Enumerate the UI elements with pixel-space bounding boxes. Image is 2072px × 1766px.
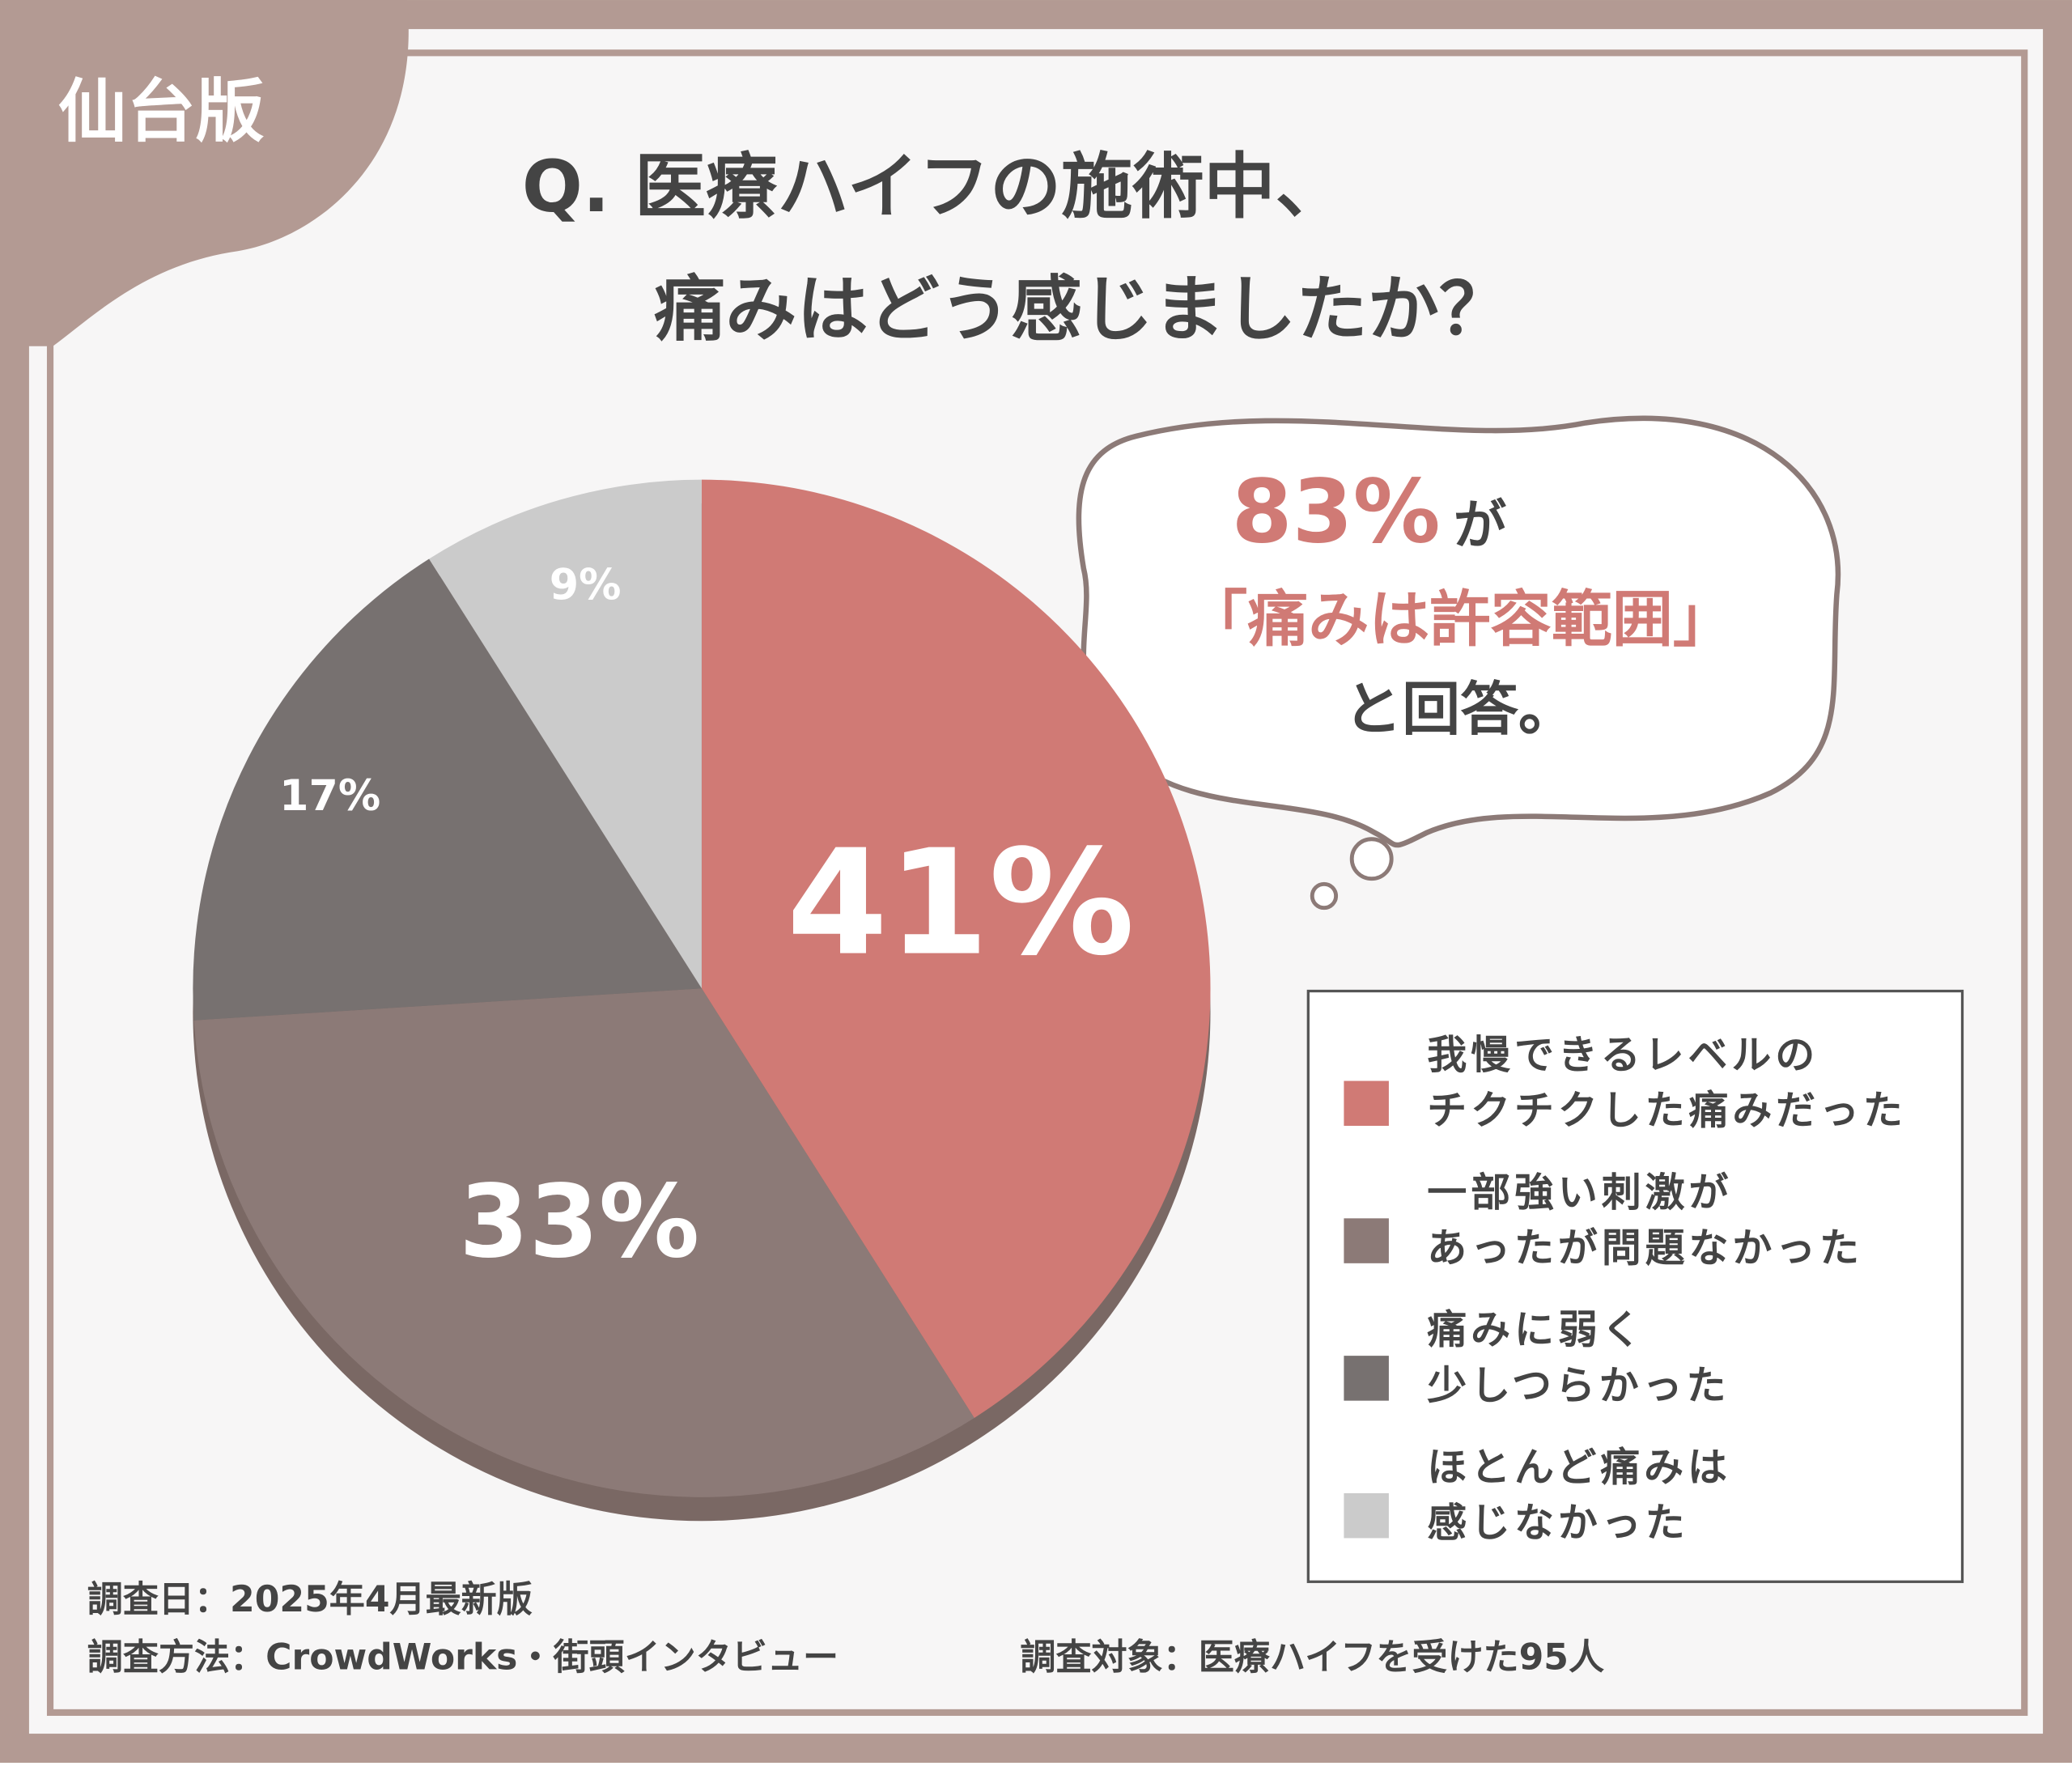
title-line: 痛みはどう感じましたか？ <box>654 268 1510 351</box>
badge-shape <box>0 0 409 346</box>
callout-tail: と回答。 <box>1344 675 1576 743</box>
footer-date: 調査日：2025年4月最新版 <box>87 1579 533 1620</box>
slice-label: 41% <box>787 819 1135 988</box>
callout-highlight: 83% <box>1232 461 1441 562</box>
legend-line: あったが問題なかった <box>1427 1225 1863 1271</box>
legend-line: 一部強い刺激が <box>1427 1169 1732 1215</box>
pie-slice <box>429 479 702 989</box>
pie-slice <box>193 558 702 1021</box>
slice-label: 33% <box>459 1164 699 1280</box>
legend: 我慢できるレベルのチクチクした痛みだった一部強い刺激があったが問題なかった痛みに… <box>1344 1032 1907 1546</box>
callout-quote: 「痛みは許容範囲」 <box>1187 584 1734 655</box>
badge-text: 仙台版 <box>58 72 265 152</box>
slice-label: 9% <box>550 561 622 609</box>
legend-line: ほとんど痛みは <box>1427 1444 1731 1490</box>
callout-particle: が <box>1454 495 1506 556</box>
title-line: Q. 医療ハイフの施術中、 <box>522 145 1347 228</box>
legend-swatch <box>1344 1218 1389 1263</box>
callout-dot <box>1349 837 1394 881</box>
legend-label: 一部強い刺激があったが問題なかった <box>1427 1169 1863 1271</box>
footer-target: 調査対象：医療ハイフを受けた95人 <box>1020 1637 1604 1679</box>
legend-swatch <box>1344 1492 1389 1539</box>
legend-box <box>1306 989 1964 1583</box>
legend-line: 我慢できるレベルの <box>1427 1032 1819 1078</box>
footer-method: 調査方法：CrowdWorks・街頭インタビュー <box>87 1637 839 1679</box>
chart-title: Q. 医療ハイフの施術中、痛みはどう感じましたか？ <box>522 145 1510 351</box>
legend-label: 痛みに弱く少しつらかった <box>1427 1306 1730 1408</box>
legend-swatch <box>1344 1356 1389 1401</box>
legend-label: 我慢できるレベルのチクチクした痛みだった <box>1427 1032 1907 1134</box>
legend-line: チクチクした痛みだった <box>1427 1087 1907 1133</box>
callout-dot <box>1310 881 1339 911</box>
pie-slice <box>193 988 974 1497</box>
pie-slice <box>701 479 1211 1418</box>
legend-swatch <box>1344 1080 1389 1127</box>
slice-label: 17% <box>279 772 380 821</box>
title-group: Q. 医療ハイフの施術中、痛みはどう感じましたか？ <box>522 145 1510 351</box>
legend-line: 少しつらかった <box>1427 1362 1730 1408</box>
panel-border <box>46 49 2028 1717</box>
pie: 41% 33% 17% 9% <box>193 479 1211 1522</box>
legend-line: 感じなかった <box>1427 1500 1688 1546</box>
legend-label: ほとんど痛みは感じなかった <box>1427 1444 1731 1546</box>
legend-line: 痛みに弱く <box>1427 1306 1645 1352</box>
